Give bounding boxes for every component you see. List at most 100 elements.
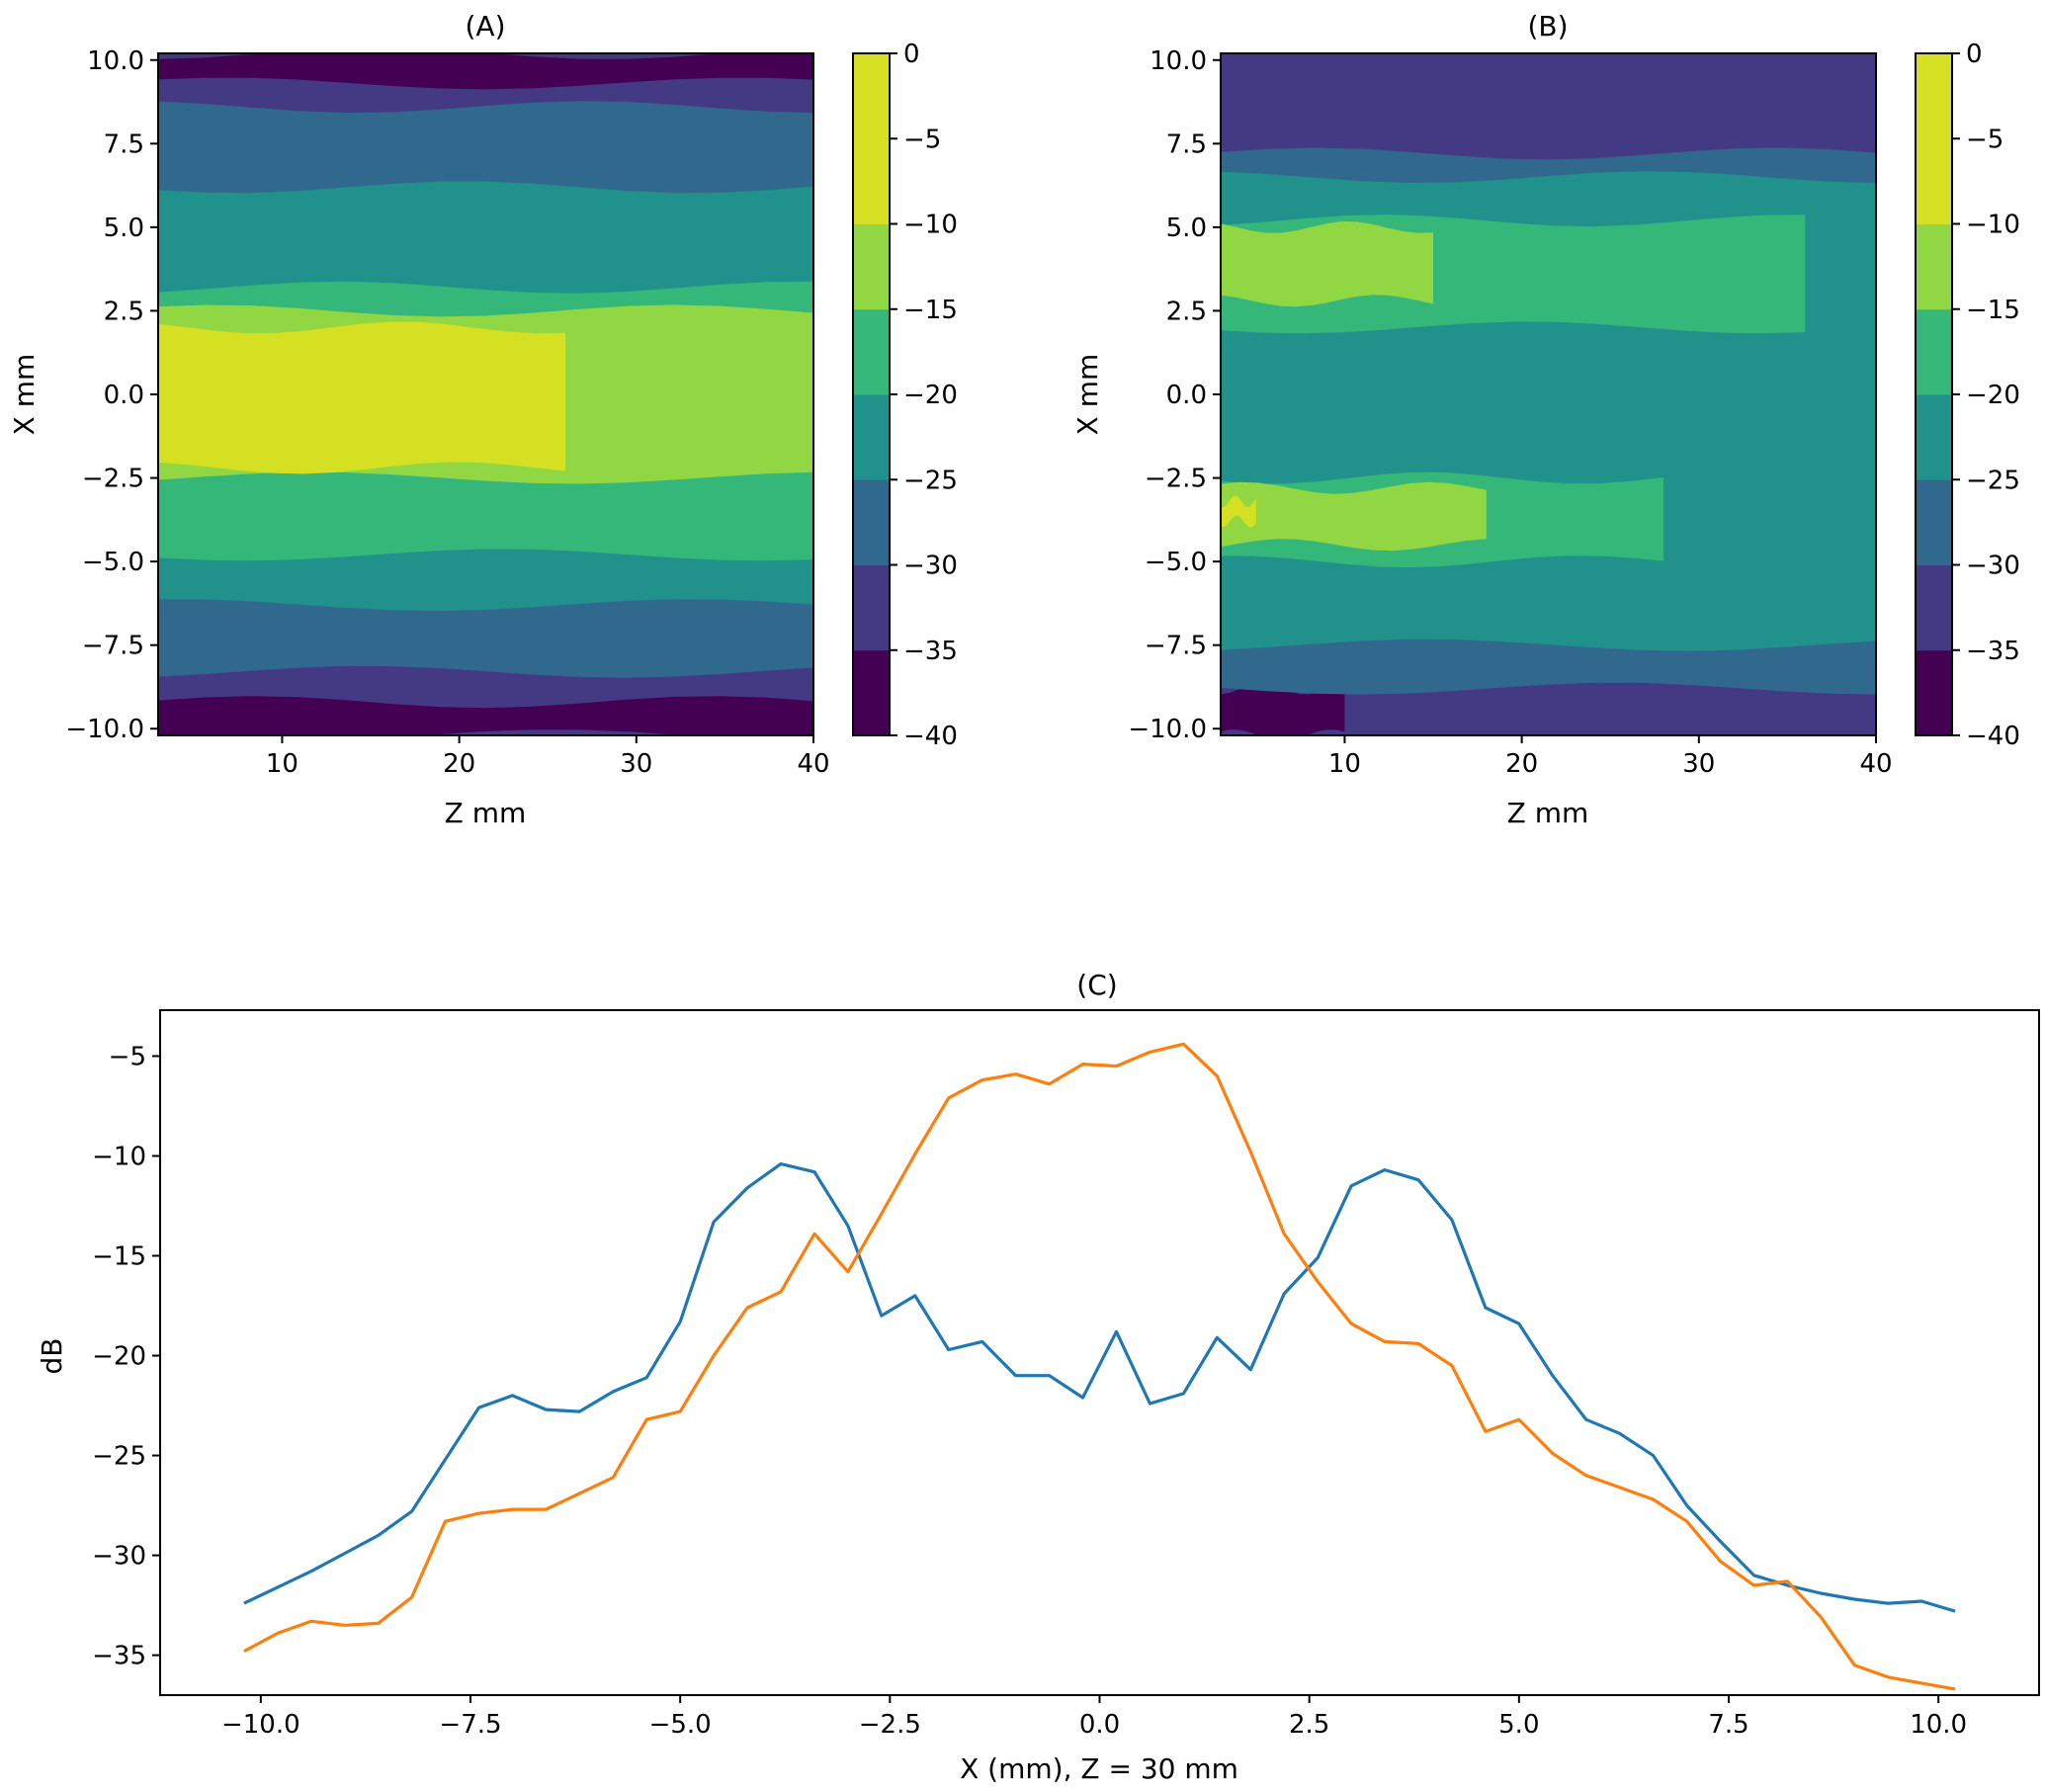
panel-a-title: (A) bbox=[465, 10, 505, 43]
y-tick-label: −10.0 bbox=[1128, 715, 1207, 744]
y-tick-label: −10.0 bbox=[65, 715, 144, 744]
y-tick-label: −15 bbox=[92, 1242, 146, 1272]
colorbar-tick-label: −10 bbox=[903, 211, 958, 240]
y-tick-label: 0.0 bbox=[104, 381, 144, 410]
panel-a-colorbar: 0 −5 −10 −15 −20 −25 −30 −35 −40 bbox=[852, 40, 958, 751]
panel-a-contour bbox=[158, 53, 813, 735]
x-tick-label: −10.0 bbox=[221, 1710, 300, 1740]
y-tick-label: 0.0 bbox=[1166, 381, 1207, 410]
panel-a-ylabel: X mm bbox=[8, 354, 41, 436]
x-tick-label: 7.5 bbox=[1708, 1710, 1748, 1740]
x-tick-label: −5.0 bbox=[649, 1710, 712, 1740]
colorbar-tick-label: −30 bbox=[903, 552, 958, 581]
y-tick-label: −7.5 bbox=[82, 632, 144, 661]
x-tick-label: −7.5 bbox=[439, 1710, 501, 1740]
colorbar-tick-label: 0 bbox=[1966, 40, 1983, 69]
colorbar-tick-label: −15 bbox=[1966, 296, 2020, 325]
colorbar-tick-label: −20 bbox=[903, 381, 958, 410]
colorbar-tick-label: −30 bbox=[1966, 552, 2020, 581]
y-tick-label: −2.5 bbox=[1145, 465, 1207, 494]
panel-c-axes-frame bbox=[159, 1009, 2040, 1696]
panel-a-ticks: 10.0 7.5 5.0 2.5 0.0 −2.5 −5.0 −7.5 −10.0 10 20 30 4… bbox=[65, 46, 829, 779]
colorbar-band bbox=[1916, 53, 1952, 139]
contour-band-level-5 bbox=[1221, 481, 1487, 552]
panel-b-plot-area bbox=[1221, 53, 1876, 735]
panel-a-xlabel: Z mm bbox=[445, 797, 527, 829]
x-tick-label: 10 bbox=[266, 749, 298, 779]
x-tick-label: 0.0 bbox=[1079, 1710, 1120, 1740]
panel-c-plot-area bbox=[243, 1042, 1956, 1691]
y-tick-label: 2.5 bbox=[1166, 297, 1207, 326]
x-tick-label: 10.0 bbox=[1910, 1710, 1967, 1740]
colorbar-tick-label: −10 bbox=[1966, 211, 2020, 240]
x-tick-label: 40 bbox=[797, 749, 829, 779]
colorbar-tick-label: −5 bbox=[1966, 125, 2003, 154]
panel-c-lines bbox=[243, 1042, 1956, 1691]
contour-band-level-0 bbox=[158, 53, 813, 90]
panel-b-colorbar: 0 −5 −10 −15 −20 −25 −30 −35 −40 bbox=[1915, 40, 2020, 751]
x-tick-label: 40 bbox=[1859, 749, 1892, 779]
y-tick-label: 7.5 bbox=[1166, 129, 1207, 159]
colorbar-tick-label: −20 bbox=[1966, 381, 2020, 410]
colorbar-tick-label: −15 bbox=[903, 296, 958, 325]
contour-band-level-6 bbox=[1221, 495, 1256, 528]
panel-c-ylabel: dB bbox=[36, 1338, 68, 1375]
y-tick-label: −30 bbox=[92, 1542, 146, 1572]
colorbar-tick-label: −25 bbox=[903, 466, 958, 495]
x-tick-label: 10 bbox=[1328, 749, 1361, 779]
panel-c-title: (C) bbox=[1076, 969, 1117, 1001]
colorbar-band bbox=[853, 649, 890, 736]
x-tick-label: 30 bbox=[620, 749, 652, 779]
colorbar-band bbox=[1916, 223, 1952, 310]
colorbar-band bbox=[853, 53, 890, 139]
colorbar-band bbox=[853, 308, 890, 395]
series-line-blue bbox=[243, 1162, 1956, 1613]
y-tick-label: −35 bbox=[92, 1642, 146, 1671]
colorbar-band bbox=[1916, 564, 1952, 651]
colorbar-band bbox=[1916, 308, 1952, 395]
colorbar-band bbox=[1916, 479, 1952, 565]
panel-b-ticks: 10.0 7.5 5.0 2.5 0.0 −2.5 −5.0 −7.5 −10.0 10 20 30 4… bbox=[1128, 46, 1892, 779]
x-tick-label: 30 bbox=[1682, 749, 1715, 779]
contour-band-level-0 bbox=[158, 696, 813, 735]
x-tick-label: 20 bbox=[443, 749, 475, 779]
panel-b-title: (B) bbox=[1527, 10, 1568, 43]
colorbar-tick-label: −5 bbox=[903, 125, 941, 154]
x-tick-label: −2.5 bbox=[859, 1710, 921, 1740]
panel-c-ticks: −10.0 −7.5 −5.0 −2.5 0.0 2.5 5.0 7.5 10.0 −5 −10 −1… bbox=[92, 1042, 1967, 1740]
panel-b-ylabel: X mm bbox=[1071, 354, 1104, 436]
x-tick-label: 5.0 bbox=[1498, 1710, 1539, 1740]
y-tick-label: 5.0 bbox=[1166, 213, 1207, 243]
panel-c: (C) −10.0 −7.5 −5.0 −2.5 0.0 2.5 5.0 7.5 10.0−5−… bbox=[36, 969, 2040, 1785]
y-tick-label: −7.5 bbox=[1145, 632, 1207, 661]
contour-band-level-0 bbox=[1221, 682, 1345, 735]
colorbar-band bbox=[853, 223, 890, 310]
colorbar-band bbox=[1916, 394, 1952, 480]
panel-b: (B) 10.0 7.5 5.0 2.5 0.0 −2.5 −5.0 −7.5 −10.0 10 2… bbox=[1071, 10, 2020, 829]
colorbar-tick-label: −25 bbox=[1966, 466, 2020, 495]
colorbar-tick-label: −40 bbox=[1966, 722, 2020, 751]
y-tick-label: −5.0 bbox=[82, 548, 144, 577]
panel-b-xlabel: Z mm bbox=[1507, 797, 1589, 829]
panel-a-plot-area bbox=[158, 53, 813, 735]
colorbar-band bbox=[853, 479, 890, 565]
colorbar-band bbox=[1916, 649, 1952, 736]
colorbar-band bbox=[853, 394, 890, 480]
contour-band-level-6 bbox=[158, 321, 566, 474]
contour-band-level-5 bbox=[1221, 221, 1433, 307]
y-tick-label: −5 bbox=[109, 1042, 146, 1071]
x-tick-label: 20 bbox=[1505, 749, 1538, 779]
y-tick-label: 5.0 bbox=[104, 213, 144, 243]
colorbar-band bbox=[853, 564, 890, 651]
y-tick-label: 7.5 bbox=[104, 129, 144, 159]
y-tick-label: −20 bbox=[92, 1342, 146, 1372]
y-tick-label: −25 bbox=[92, 1442, 146, 1472]
y-tick-label: −5.0 bbox=[1145, 548, 1207, 577]
colorbar-tick-label: 0 bbox=[903, 40, 920, 69]
colorbar-band bbox=[853, 138, 890, 224]
series-line-orange bbox=[243, 1042, 1956, 1691]
panel-c-xlabel: X (mm), Z = 30 mm bbox=[960, 1752, 1238, 1785]
y-tick-label: −10 bbox=[92, 1142, 146, 1171]
colorbar-tick-label: −35 bbox=[903, 637, 958, 666]
